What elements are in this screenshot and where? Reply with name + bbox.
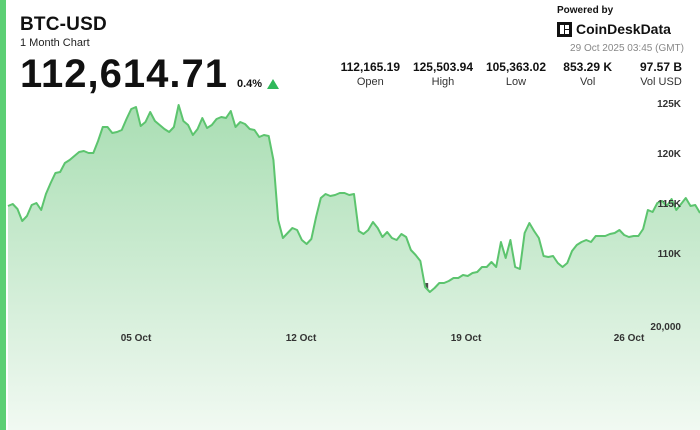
stat-vol-usd-label: Vol USD [640, 76, 682, 88]
x-tick-label: 19 Oct [451, 333, 482, 344]
stat-high-value: 125,503.94 [412, 60, 473, 74]
stat-vol-usd-value: 97.57 B [639, 60, 682, 74]
stat-open-label: Open [356, 76, 384, 88]
brand-link[interactable]: CoinDeskData [557, 21, 671, 37]
stat-vol-value: 853.29 K [563, 60, 612, 74]
powered-by-label: Powered by [557, 5, 614, 16]
stat-open-value: 112,165.19 [340, 60, 400, 74]
price-area [8, 105, 700, 430]
y-tick-label: 125K [657, 99, 682, 110]
stat-low: 105,363.02 Low [486, 60, 546, 90]
symbol-title: BTC-USD [20, 14, 107, 35]
brand-name: CoinDeskData [576, 21, 671, 37]
y-tick-label: 115K [658, 199, 682, 210]
y-tick-label: 110K [658, 249, 682, 260]
stat-low-value: 105,363.02 [485, 60, 546, 74]
left-accent-bar [0, 0, 6, 430]
stat-high-label: High [431, 76, 455, 88]
stat-vol-usd: 97.57 B Vol USD [640, 60, 682, 90]
up-arrow-icon [267, 79, 279, 89]
current-price: 112,614.71 [20, 52, 228, 96]
y-tick-label: 120K [657, 149, 682, 160]
stat-vol: 853.29 K Vol [563, 60, 612, 90]
x-tick-label: 12 Oct [286, 333, 317, 344]
stat-high: 125,503.94 High [413, 60, 473, 90]
stat-open: 112,165.19 Open [341, 60, 400, 90]
stat-low-label: Low [505, 76, 527, 88]
price-change-percent: 0.4% [237, 78, 263, 90]
x-tick-label: 26 Oct [614, 333, 645, 344]
price-line [7, 104, 700, 293]
volume-tick-label: 20,000 [650, 322, 681, 333]
coindesk-logo-icon [557, 21, 572, 37]
chart-period-label: 1 Month Chart [20, 37, 90, 49]
x-tick-label: 05 Oct [121, 333, 152, 344]
timestamp: 29 Oct 2025 03:45 (GMT) [570, 43, 684, 54]
stat-vol-label: Vol [580, 76, 596, 88]
